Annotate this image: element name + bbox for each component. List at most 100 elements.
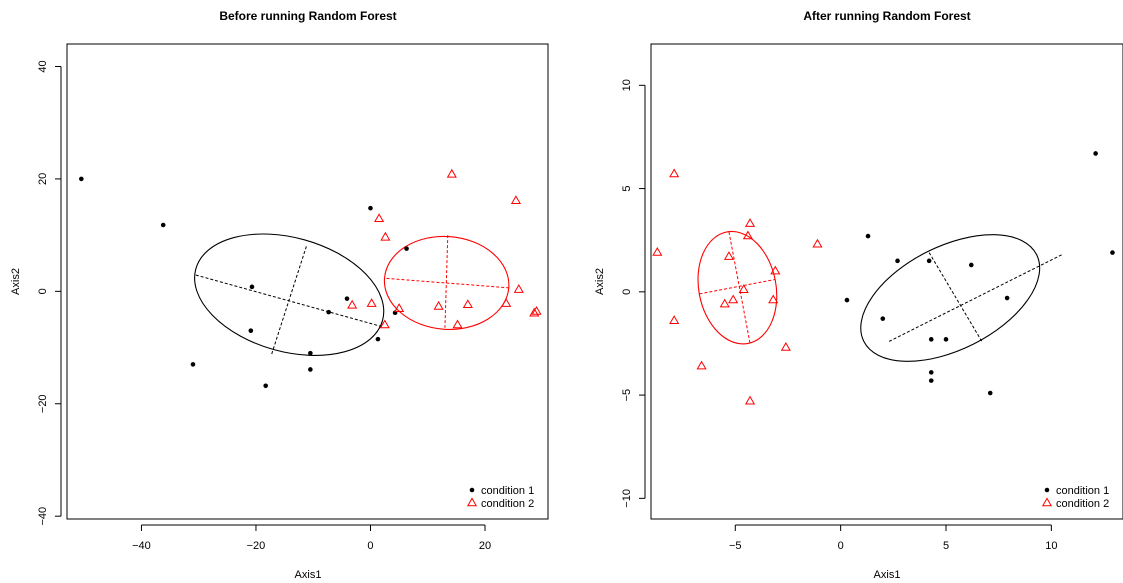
panel2-condition-1-point xyxy=(928,378,934,383)
panel1-y-axis-title: Axis2 xyxy=(10,268,22,295)
panel2-condition-1-point xyxy=(926,258,932,264)
panel1-chart-title: Before running Random Forest xyxy=(219,9,396,23)
panel2-condition-2-point xyxy=(742,230,753,240)
panel2-legend-condition-1-label: condition 1 xyxy=(1056,485,1109,497)
panel2-condition-1-ellipse xyxy=(860,234,1041,362)
panel1-legend-condition-1-marker xyxy=(469,487,475,493)
panel1-condition-2-point xyxy=(374,213,385,223)
panel2-condition-1-point xyxy=(1004,295,1010,301)
panel1-condition-2-point xyxy=(452,319,463,329)
panel1-legend-condition-1-label: condition 1 xyxy=(481,485,534,497)
panel1-legend-condition-2-label: condition 2 xyxy=(481,498,534,510)
panel2-x-axis-title: Axis1 xyxy=(874,569,901,581)
panel2-legend-condition-2-label: condition 2 xyxy=(1056,498,1109,510)
panel1-condition-1-point xyxy=(404,246,409,251)
panel1-condition-2-point xyxy=(531,305,542,315)
panel1-condition-2-point xyxy=(513,284,524,293)
panel2-x-tick-label: 10 xyxy=(1045,540,1057,552)
panel2-y-axis-title: Axis2 xyxy=(594,268,606,295)
panel2-condition-1-ellipse-major-axis xyxy=(888,254,1063,342)
panel1-x-tick-label: −40 xyxy=(132,540,151,552)
panel2-y-tick-label: −5 xyxy=(621,389,633,402)
panel1-condition-1-point xyxy=(160,222,166,228)
panel2-x-tick-label: 0 xyxy=(838,540,844,552)
panel1-x-tick-label: 20 xyxy=(479,540,491,552)
panel2-condition-2-ellipse-minor-axis xyxy=(699,278,776,295)
panel1-plot-frame xyxy=(66,43,549,520)
panel2-condition-2-point xyxy=(768,294,779,304)
panel1-condition-2-point xyxy=(433,300,444,310)
panel1-y-tick-label: 20 xyxy=(37,173,49,185)
panel2-x-tick-label: 5 xyxy=(943,540,949,552)
panel1-condition-2-point xyxy=(510,195,521,205)
panel2-plot-frame xyxy=(650,43,1123,520)
panel1-y-tick-label: −40 xyxy=(37,507,49,526)
panel1-condition-2-point xyxy=(394,303,405,312)
panel2-legend-condition-1-marker xyxy=(1044,487,1050,493)
panel2-x-tick-label: −5 xyxy=(729,540,742,552)
panel2-condition-2-ellipse-major-axis xyxy=(728,231,751,344)
panel2-condition-2-point xyxy=(744,395,756,405)
panel1-condition-2-ellipse-major-axis xyxy=(386,277,511,289)
panel1-condition-2-point xyxy=(462,299,473,309)
panel1-condition-2-point xyxy=(529,307,540,317)
panel2-condition-1-point xyxy=(987,390,993,396)
panel2-y-tick-label: 10 xyxy=(621,79,633,91)
panel1-condition-2-point xyxy=(446,168,457,178)
panel1-condition-1-point xyxy=(248,328,254,333)
panel1-y-tick-label: 40 xyxy=(37,60,49,72)
panel2-condition-1-point xyxy=(928,370,934,375)
panel1-condition-1-point xyxy=(263,383,268,389)
panel2-condition-2-point xyxy=(770,265,781,275)
panel1-condition-1-ellipse xyxy=(194,233,385,356)
panel1-condition-1-point xyxy=(326,309,331,315)
panel2-condition-1-point xyxy=(880,316,886,321)
panel2-condition-2-point xyxy=(723,251,735,260)
panel1-condition-2-point xyxy=(380,231,391,241)
panel2-condition-1-point xyxy=(943,337,949,342)
panel1-condition-1-point xyxy=(79,176,84,182)
panel2-condition-1-point xyxy=(1093,151,1098,156)
panel1-condition-1-point xyxy=(190,362,196,367)
panel1-y-tick-label: −20 xyxy=(37,394,49,413)
panel1-condition-1-point xyxy=(308,367,313,372)
panel2-condition-1-point xyxy=(895,258,900,264)
panel2-condition-2-point xyxy=(744,218,756,227)
panel1-condition-1-point xyxy=(375,336,381,342)
panel1-condition-1-point xyxy=(308,350,313,356)
panel1-x-tick-label: 0 xyxy=(367,540,373,552)
panel2-condition-2-point xyxy=(719,298,730,308)
panel2-condition-2-point xyxy=(652,246,663,256)
panel2-y-tick-label: 0 xyxy=(621,289,633,295)
panel2-y-tick-label: 5 xyxy=(621,186,633,192)
panel2-y-tick-label: −10 xyxy=(621,489,633,508)
panel1-x-tick-label: −20 xyxy=(247,540,266,552)
panel1-condition-2-point xyxy=(347,299,358,309)
panel1-legend-condition-2-marker xyxy=(466,497,478,507)
panel1-condition-1-point xyxy=(249,284,255,290)
panel2-condition-1-point xyxy=(844,297,850,303)
panel2-condition-2-point xyxy=(696,360,707,370)
panel2-condition-2-point xyxy=(669,168,680,178)
panel1-condition-2-point xyxy=(501,298,512,307)
panel2-condition-2-point xyxy=(812,238,823,248)
panel2-condition-1-point xyxy=(968,262,974,268)
panel2-condition-1-point xyxy=(928,337,934,342)
panel2-legend-condition-2-marker xyxy=(1041,497,1053,507)
panel2-condition-2-point xyxy=(669,315,680,324)
panel1-condition-2-point xyxy=(379,319,390,329)
panel1-condition-1-ellipse-minor-axis xyxy=(270,246,307,356)
panel1-condition-2-ellipse-minor-axis xyxy=(444,235,449,328)
panel1-condition-2-point xyxy=(366,298,377,307)
panel2-condition-1-point xyxy=(1110,250,1115,255)
panel2-condition-1-point xyxy=(865,233,871,239)
panel2-condition-2-ellipse xyxy=(697,230,778,345)
panel2-condition-2-point xyxy=(728,294,739,304)
panel1-condition-1-point xyxy=(368,205,373,211)
panel2-condition-2-point xyxy=(738,284,749,293)
panel1-condition-1-point xyxy=(344,296,350,301)
panel1-y-tick-label: 0 xyxy=(37,288,49,294)
panel1-x-axis-title: Axis1 xyxy=(295,569,322,581)
